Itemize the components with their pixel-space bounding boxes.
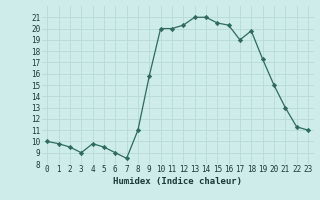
X-axis label: Humidex (Indice chaleur): Humidex (Indice chaleur)	[113, 177, 242, 186]
